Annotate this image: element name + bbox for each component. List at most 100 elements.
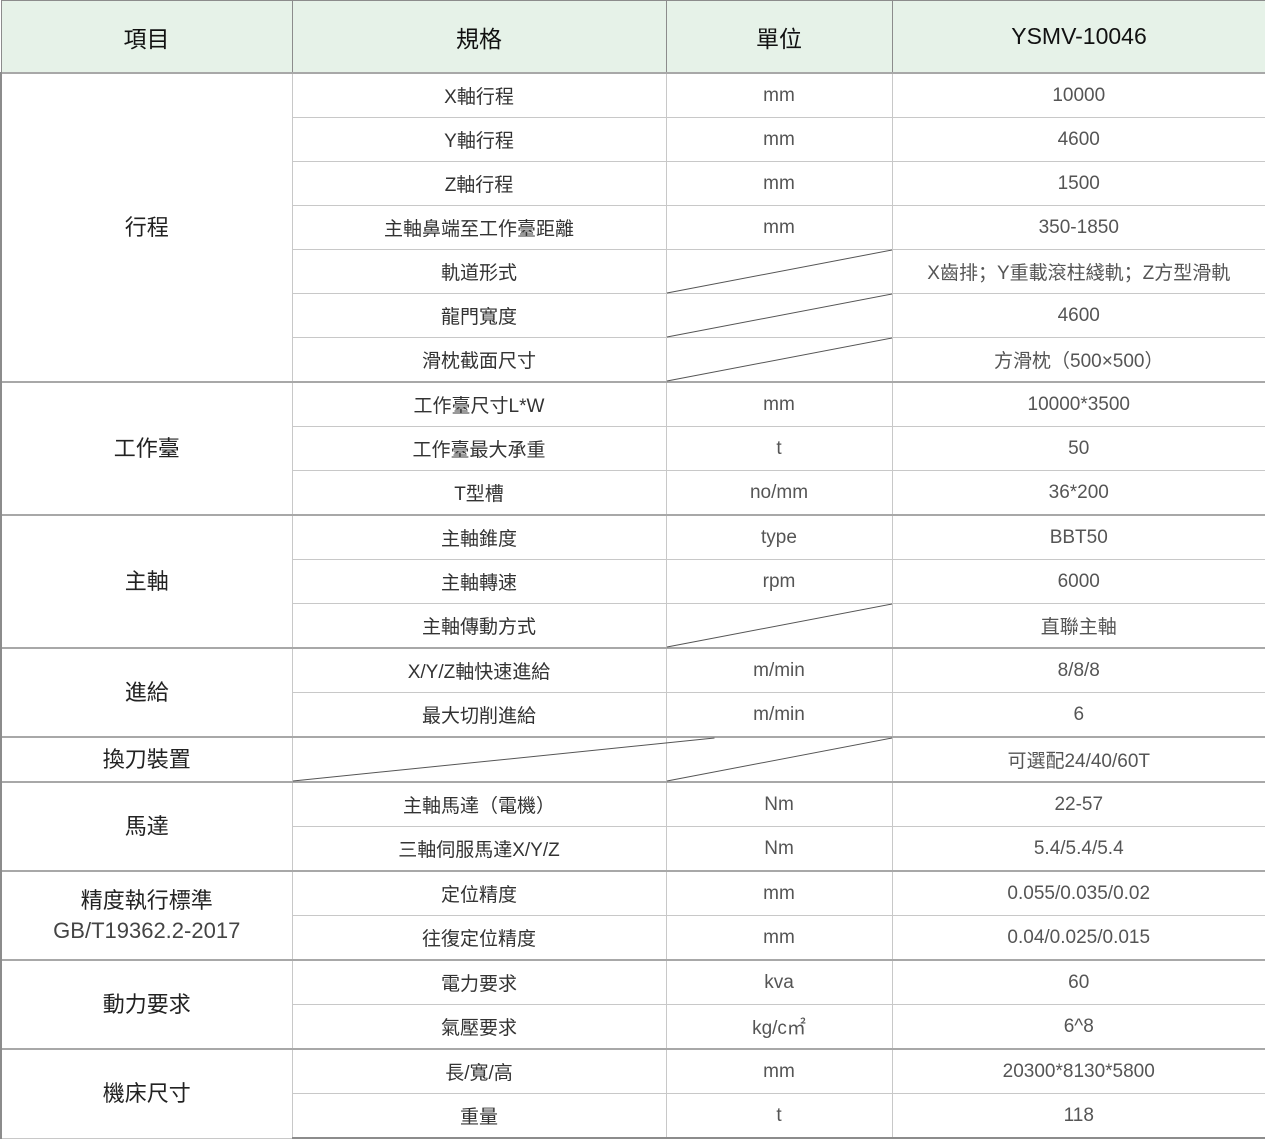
- spec-cell: 龍門寬度: [291, 293, 667, 338]
- spec-cell: 氣壓要求: [291, 1004, 667, 1050]
- table-row: 滑枕截面尺寸 方滑枕（500×500）: [1, 337, 1265, 383]
- unit-cell: [665, 736, 893, 783]
- table-row: 工作臺最大承重 t 50: [1, 426, 1265, 471]
- value-cell: X齒排；Y重載滾柱綫軌；Z方型滑軌: [891, 249, 1265, 294]
- unit-cell: Nm: [665, 826, 893, 872]
- spec-cell: 定位精度: [291, 870, 667, 916]
- unit-cell: mm: [665, 1048, 893, 1094]
- value-cell: 6^8: [891, 1004, 1265, 1050]
- group-title: 進給: [124, 679, 169, 705]
- unit-cell: Nm: [665, 781, 893, 827]
- table-row: 主軸轉速 rpm 6000: [1, 559, 1265, 604]
- group-label: 進給: [0, 647, 293, 738]
- diagonal-slash: [292, 737, 715, 782]
- header-item: 項目: [0, 0, 293, 74]
- value-cell: 4600: [891, 117, 1265, 162]
- table-row: 三軸伺服馬達X/Y/Z Nm 5.4/5.4/5.4: [1, 826, 1265, 872]
- group-label: 行程: [0, 72, 293, 383]
- diagonal-slash: [666, 603, 892, 648]
- unit-cell: rpm: [665, 559, 893, 604]
- spec-cell: X軸行程: [291, 72, 667, 118]
- group-label: 換刀裝置: [0, 736, 293, 783]
- diagonal-slash: [666, 293, 892, 338]
- group-label: 機床尺寸: [0, 1048, 293, 1139]
- group-title: 換刀裝置: [102, 746, 191, 772]
- unit-cell: mm: [665, 205, 893, 250]
- group-label: 馬達: [0, 781, 293, 872]
- group-title: 動力要求: [102, 991, 191, 1017]
- unit-cell: no/mm: [665, 470, 893, 516]
- table-row: 換刀裝置 可選配24/40/60T: [0, 736, 1265, 783]
- group-label: 動力要求: [0, 959, 293, 1050]
- group-standard: GB/T19362.2-2017: [53, 917, 241, 943]
- spec-cell: 主軸馬達（電機）: [291, 781, 667, 827]
- value-cell: 4600: [891, 293, 1265, 338]
- unit-cell: m/min: [665, 692, 893, 738]
- unit-cell: mm: [665, 117, 893, 162]
- value-cell: 可選配24/40/60T: [891, 736, 1265, 783]
- spec-cell: Z軸行程: [291, 161, 667, 206]
- table-row: 精度執行標準 GB/T19362.2-2017 定位精度 mm 0.055/0.035/…: [0, 870, 1265, 961]
- value-cell: 1500: [891, 161, 1265, 206]
- table-row: 馬達 主軸馬達（電機） Nm 22-57: [0, 781, 1265, 872]
- table-row: 軌道形式 X齒排；Y重載滾柱綫軌；Z方型滑軌: [1, 249, 1265, 294]
- value-cell: BBT50: [891, 514, 1265, 560]
- diagonal-slash: [666, 337, 892, 382]
- spec-cell: 三軸伺服馬達X/Y/Z: [291, 826, 667, 872]
- group-label: 精度執行標準 GB/T19362.2-2017: [0, 870, 293, 961]
- spec-cell: [291, 736, 715, 783]
- value-cell: 10000*3500: [891, 381, 1265, 427]
- group-title: 行程: [124, 214, 169, 240]
- unit-cell: mm: [665, 161, 893, 206]
- unit-cell: mm: [665, 72, 893, 118]
- value-cell: 8/8/8: [891, 647, 1265, 693]
- table-row: 主軸 主軸錐度 type BBT50: [0, 514, 1265, 649]
- value-cell: 0.04/0.025/0.015: [891, 915, 1265, 961]
- value-cell: 20300*8130*5800: [891, 1048, 1265, 1094]
- unit-cell: [665, 293, 893, 338]
- unit-cell: [665, 249, 893, 294]
- diagonal-slash: [666, 249, 892, 294]
- spec-cell: 工作臺最大承重: [291, 426, 667, 471]
- header-model: YSMV-10046: [891, 0, 1265, 74]
- value-cell: 10000: [891, 72, 1265, 118]
- value-cell: 350-1850: [891, 205, 1265, 250]
- value-cell: 直聯主軸: [891, 603, 1265, 649]
- spec-cell: 主軸轉速: [291, 559, 667, 604]
- unit-cell: type: [665, 514, 893, 560]
- group-title: 工作臺: [113, 435, 180, 461]
- spec-cell: 軌道形式: [291, 249, 667, 294]
- value-cell: 22-57: [891, 781, 1265, 827]
- table-row: 氣壓要求 kg/c㎡ 6^8: [1, 1004, 1265, 1050]
- unit-cell: [665, 603, 893, 649]
- spec-cell: X/Y/Z軸快速進給: [291, 647, 667, 693]
- spec-cell: 工作臺尺寸L*W: [291, 381, 667, 427]
- value-cell: 36*200: [891, 470, 1265, 516]
- spec-cell: 滑枕截面尺寸: [291, 337, 667, 383]
- unit-cell: m/min: [665, 647, 893, 693]
- group-label: 工作臺: [0, 381, 293, 516]
- spec-cell: 主軸傳動方式: [291, 603, 667, 649]
- spec-cell: 最大切削進給: [291, 692, 667, 738]
- unit-cell: mm: [665, 381, 893, 427]
- spec-cell: Y軸行程: [291, 117, 667, 162]
- table-row: 動力要求 電力要求 kva 60: [0, 959, 1265, 1050]
- spec-cell: 往復定位精度: [291, 915, 667, 961]
- table-row: 行程 X軸行程 mm 10000: [0, 72, 1265, 383]
- value-cell: 5.4/5.4/5.4: [891, 826, 1265, 872]
- group-title: 馬達: [124, 813, 169, 839]
- unit-cell: kva: [665, 959, 893, 1005]
- unit-cell: mm: [665, 915, 893, 961]
- unit-cell: kg/c㎡: [665, 1004, 893, 1050]
- header-spec: 規格: [291, 0, 667, 74]
- table-row: 龍門寬度 4600: [1, 293, 1265, 338]
- spec-cell: 電力要求: [291, 959, 667, 1005]
- value-cell: 方滑枕（500×500）: [891, 337, 1265, 383]
- value-cell: 0.055/0.035/0.02: [891, 870, 1265, 916]
- diagonal-slash: [666, 737, 892, 782]
- table-row: 往復定位精度 mm 0.04/0.025/0.015: [1, 915, 1265, 961]
- spec-cell: 重量: [291, 1093, 667, 1139]
- group-title: 精度執行標準: [80, 887, 213, 913]
- value-cell: 60: [891, 959, 1265, 1005]
- table-body: 行程 X軸行程 mm 10000 Y軸行程 mm 4600 Z軸行程 mm 1500 主軸鼻端至工作…: [0, 72, 1265, 1139]
